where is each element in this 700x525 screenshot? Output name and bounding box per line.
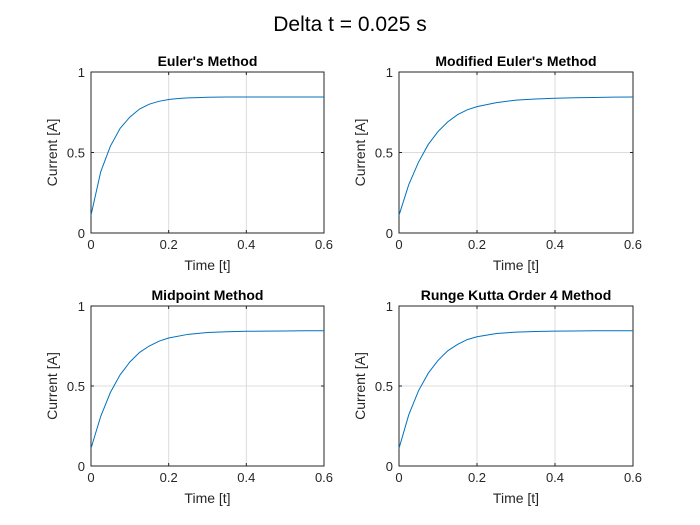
y-axis-label: Current [A] [352, 119, 368, 187]
x-axis-label: Time [t] [184, 490, 230, 506]
x-tick-label: 0.2 [468, 237, 486, 252]
subplot-title: Euler's Method [158, 53, 258, 69]
x-tick-label: 0.6 [315, 237, 333, 252]
y-tick-label: 0 [386, 459, 393, 474]
subplot-4: 0 0.2 0.4 0.6 0 0.5 1 Runge Kutta Order 4 Metho… [352, 287, 642, 506]
x-axis-label: Time [t] [184, 257, 230, 273]
series-line [90, 96, 324, 216]
x-axis-label: Time [t] [493, 257, 539, 273]
x-tick-label: 0.6 [315, 470, 333, 485]
y-axis-label: Current [A] [44, 119, 60, 187]
y-axis-label: Current [A] [352, 352, 368, 420]
y-tick-label: 0 [78, 226, 85, 241]
subplot-title: Runge Kutta Order 4 Method [421, 287, 612, 303]
x-tick-label: 0.2 [160, 470, 178, 485]
x-tick-label: 0.4 [546, 470, 564, 485]
axes-border [90, 71, 325, 234]
subplot-2: 0 0.2 0.4 0.6 0 0.5 1 Modified Euler's Method Ti… [352, 53, 642, 273]
axes-border [398, 71, 634, 234]
x-tick-label: 0.2 [468, 470, 486, 485]
subplot-1: 0 0.2 0.4 0.6 0 0.5 1 Euler's Method Time [t] Cur… [44, 53, 333, 273]
y-tick-label: 1 [386, 65, 393, 80]
y-tick-label: 0 [386, 226, 393, 241]
axes-border [90, 305, 325, 467]
x-tick-label: 0.4 [237, 470, 255, 485]
series-line [398, 330, 633, 449]
y-tick-label: 0.5 [67, 379, 85, 394]
y-tick-label: 0 [78, 459, 85, 474]
subplot-grid: 0 0.2 0.4 0.6 0 0.5 1 Euler's Method Time [t] Cur… [44, 53, 642, 506]
series-line [90, 330, 324, 449]
subplot-3: 0 0.2 0.4 0.6 0 0.5 1 Midpoint Method Time [t] Cu… [44, 287, 333, 506]
y-tick-label: 1 [386, 299, 393, 314]
x-tick-label: 0.4 [546, 237, 564, 252]
x-tick-label: 0.4 [237, 237, 255, 252]
x-tick-label: 0.2 [160, 237, 178, 252]
x-tick-label: 0 [87, 470, 94, 485]
x-tick-label: 0.6 [624, 470, 642, 485]
y-axis-label: Current [A] [44, 352, 60, 420]
axes-border [398, 305, 634, 467]
x-tick-label: 0 [87, 237, 94, 252]
y-tick-label: 1 [78, 299, 85, 314]
series-line [398, 96, 634, 216]
y-tick-label: 0.5 [375, 146, 393, 161]
subplot-title: Modified Euler's Method [435, 53, 596, 69]
x-tick-label: 0.6 [624, 237, 642, 252]
x-axis-label: Time [t] [493, 490, 539, 506]
y-tick-label: 0.5 [67, 146, 85, 161]
subplot-title: Midpoint Method [152, 287, 264, 303]
x-tick-label: 0 [395, 470, 402, 485]
figure-title: Delta t = 0.025 s [273, 13, 427, 36]
y-tick-label: 0.5 [375, 379, 393, 394]
y-tick-label: 1 [78, 65, 85, 80]
x-tick-label: 0 [395, 237, 402, 252]
